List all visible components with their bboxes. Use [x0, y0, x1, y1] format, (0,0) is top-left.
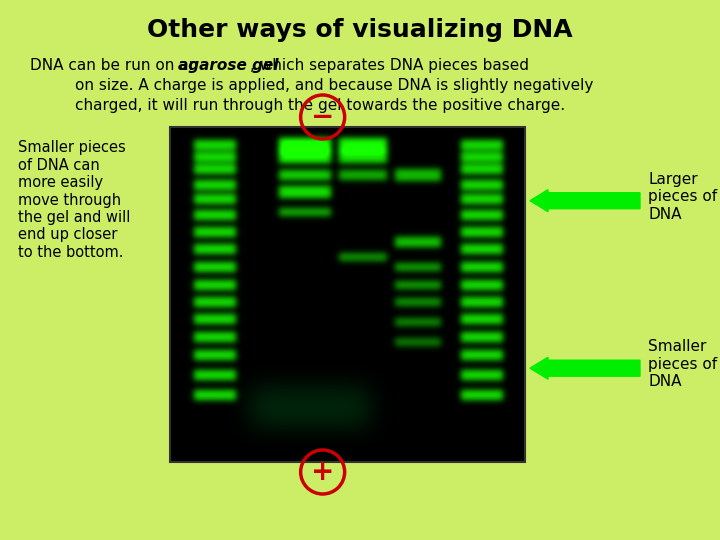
Text: Smaller pieces
of DNA can
more easily
move through
the gel and will
end up close: Smaller pieces of DNA can more easily mo…	[18, 140, 130, 260]
Text: on size. A charge is applied, and because DNA is slightly negatively: on size. A charge is applied, and becaus…	[75, 78, 593, 93]
Text: agarose gel: agarose gel	[178, 58, 279, 73]
Text: charged, it will run through the gel towards the positive charge.: charged, it will run through the gel tow…	[75, 98, 565, 113]
Text: Smaller
pieces of
DNA: Smaller pieces of DNA	[648, 339, 717, 389]
Text: −: −	[311, 103, 334, 131]
FancyArrow shape	[530, 357, 640, 379]
Text: +: +	[311, 458, 334, 486]
Text: Other ways of visualizing DNA: Other ways of visualizing DNA	[147, 18, 573, 42]
Text: , which separates DNA pieces based: , which separates DNA pieces based	[250, 58, 529, 73]
Text: Larger
pieces of
DNA: Larger pieces of DNA	[648, 172, 717, 221]
FancyArrow shape	[530, 190, 640, 212]
Text: DNA can be run on an: DNA can be run on an	[30, 58, 203, 73]
